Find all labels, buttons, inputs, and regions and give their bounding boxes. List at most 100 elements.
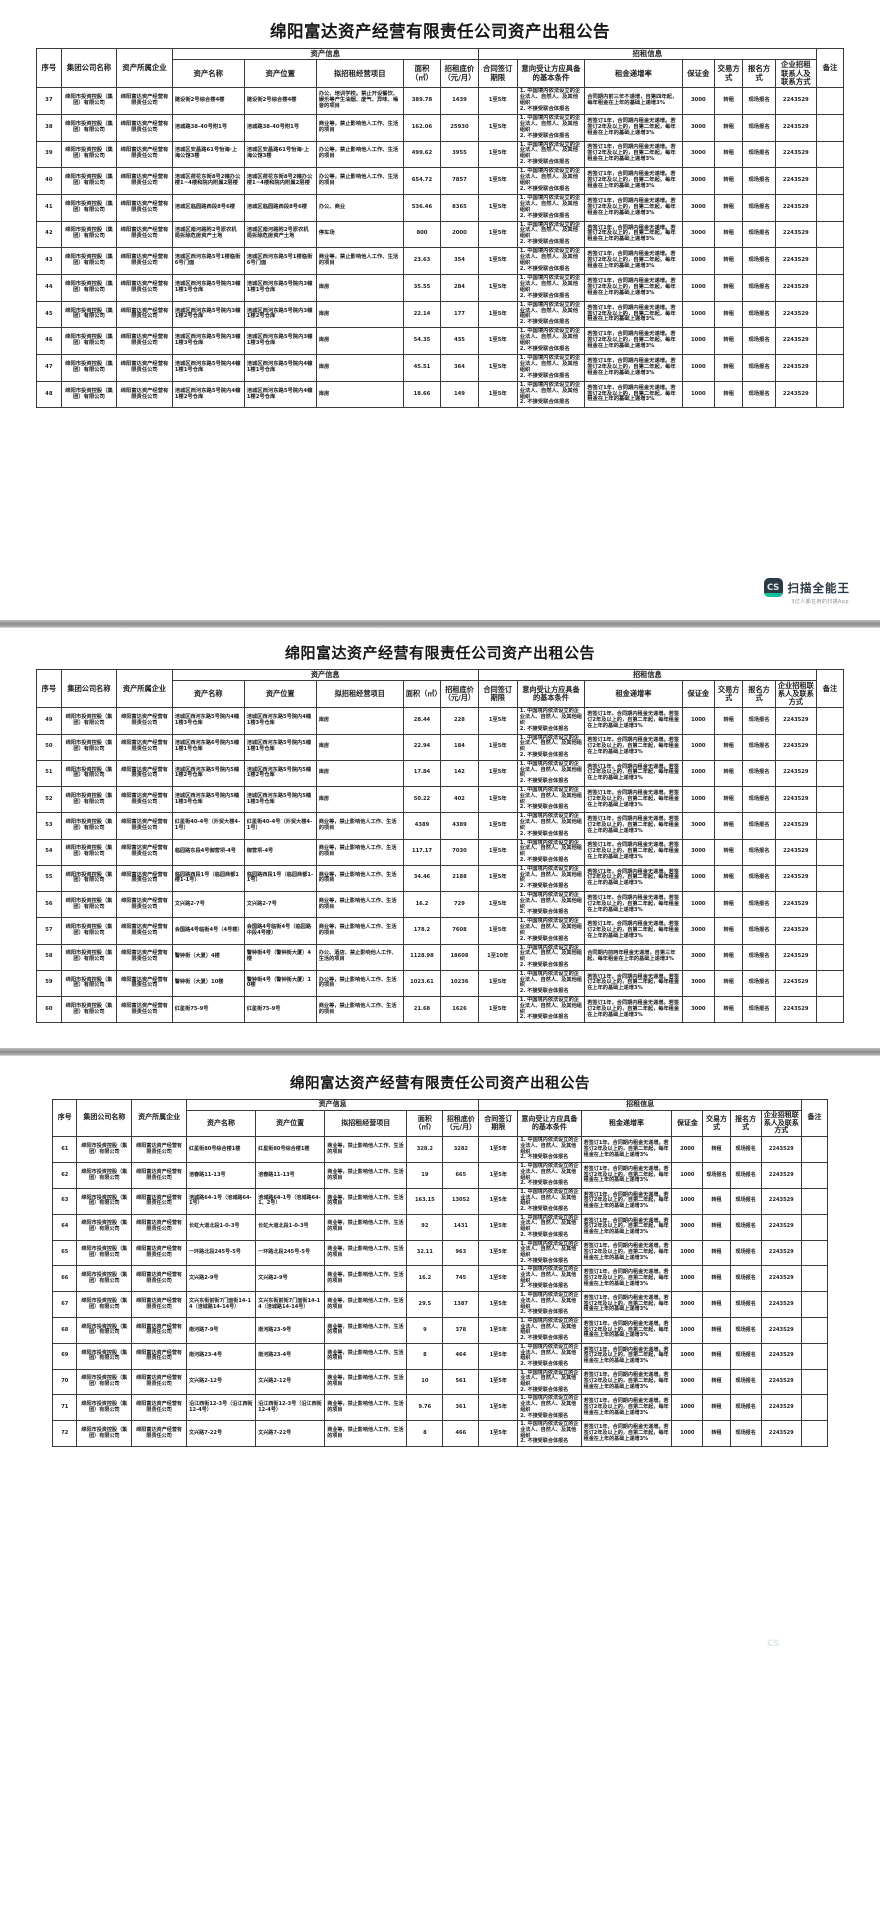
- table-row: 37 绵阳市投资控股（集团）有限公司 绵阳富达资产经营有限责任公司 建设街2号综合楼4…: [36, 87, 845, 115]
- watermark-subtitle: 3亿人都在用的扫描App: [791, 599, 849, 605]
- trade-mode-cell: 转租: [702, 1420, 731, 1448]
- contract-term-cell: 1至5年: [477, 380, 518, 409]
- deposit-cell: 3000: [681, 838, 715, 866]
- th-remark: 备注: [815, 47, 845, 89]
- contact-cell: 2243529: [760, 1239, 802, 1267]
- contract-term-cell: 1至5年: [477, 300, 518, 329]
- trade-mode-cell: 转租: [713, 785, 744, 814]
- scan-page-2: 绵阳富达资产经营有限责任公司资产出租公告 序号 集团公司名称 资产所属企业: [0, 628, 880, 1661]
- contract-term-cell: 1至5年: [477, 273, 518, 302]
- contact-cell: 2243529: [774, 87, 817, 115]
- trade-mode-cell: 转租: [713, 995, 744, 1024]
- th-group-asset-info: 资产信息: [185, 1099, 480, 1111]
- contract-term-cell: 1至5年: [477, 890, 518, 919]
- floor-price-cell: 228: [440, 707, 479, 735]
- area-cell: 18.66: [402, 380, 442, 409]
- contact-cell: 2243529: [774, 969, 817, 998]
- floor-price-cell: 2188: [440, 864, 479, 893]
- group-company-cell: 绵阳市投资控股（集团）有限公司: [76, 1265, 133, 1293]
- signup-mode-cell: 现场报名: [742, 785, 776, 814]
- deposit-cell: 1000: [681, 890, 715, 919]
- signup-mode-cell: 现场报名: [742, 300, 776, 329]
- transferee-conditions-cell: 1. 中国境内依法设立的企业法人、自然人、及其他组织 2. 不接受联合体报名: [516, 864, 586, 893]
- business-project-cell: 库房: [315, 327, 404, 355]
- th-seq: 序号: [51, 1098, 78, 1138]
- business-project-cell: 商业等，禁止影响他人工作、生活的项目: [324, 1213, 408, 1241]
- seq-cell: 68: [51, 1317, 78, 1344]
- th-floor-price: 招租底价（元/月）: [440, 680, 479, 709]
- transferee-conditions-cell: 1. 中国境内依法设立的企业法人、自然人、及其他组织 2. 不接受联合体报名: [516, 733, 586, 761]
- rent-growth-cell: 若签订1年，合同期内租金无递增。若签订2年及以上的，自第二年起，每年租金在上年的…: [580, 1291, 673, 1318]
- business-project-cell: 商业等，禁止影响他人工作、生活的项目: [315, 812, 404, 840]
- asset-location-cell: 涪城区安昌路61号怡海·上海公馆3楼: [243, 140, 317, 169]
- transferee-conditions-cell: 1. 中国境内依法设立的企业法人、自然人、及其他组织 2. 不接受联合体报名: [516, 890, 586, 919]
- deposit-cell: 1000: [671, 1368, 704, 1396]
- seq-cell: 47: [36, 354, 62, 382]
- rent-growth-cell: 若签订1年，合同期内租金无递增。若签订2年及以上的，自第二年起，每年租金在上年的…: [584, 995, 683, 1024]
- asset-name-cell: 红星街80号综合楼1楼: [185, 1136, 257, 1164]
- area-cell: 21.68: [402, 995, 442, 1024]
- table-row: 49 绵阳市投资控股（集团）有限公司 绵阳富达资产经营有限责任公司 涪城区西河东路5号…: [36, 707, 845, 735]
- contract-term-cell: 1至5年: [477, 995, 518, 1024]
- deposit-cell: 1000: [671, 1394, 704, 1422]
- rent-growth-cell: 若签订1年，合同期内租金无递增。若签订2年及以上的，自第二年起，每年租金在上年的…: [580, 1213, 673, 1241]
- owner-enterprise-cell: 绵阳富达资产经营有限责任公司: [116, 273, 173, 302]
- remark-cell: [815, 247, 845, 275]
- rent-growth-cell: 若签订1年，合同期内租金无递增。若签订2年及以上的，自第二年起，每年租金在上年的…: [580, 1265, 673, 1293]
- table-row: 40 绵阳市投资控股（集团）有限公司 绵阳富达资产经营有限责任公司 涪城区荷花东街8号…: [36, 167, 845, 195]
- table-row: 47 绵阳市投资控股（集团）有限公司 绵阳富达资产经营有限责任公司 涪城区西河东路5号…: [36, 354, 845, 382]
- asset-name-cell: 涪城路38-40号附1号: [171, 113, 245, 142]
- seq-cell: 58: [36, 943, 62, 971]
- signup-mode-cell: 现场报名: [729, 1239, 762, 1267]
- th-remark: 备注: [815, 668, 845, 709]
- seq-cell: 57: [36, 917, 62, 945]
- deposit-cell: 1000: [681, 300, 715, 329]
- contract-term-cell: 1至5年: [478, 1136, 519, 1164]
- contact-cell: 2243529: [774, 890, 817, 919]
- asset-location-cell: 涪城区西河东路5号1楼临街6号门面: [243, 247, 317, 275]
- asset-location-cell: 涪城区西河东路5号院内3幢1楼2号仓库: [243, 300, 317, 329]
- business-project-cell: 商业等，禁止影响他人工作、生活的项目: [315, 838, 404, 866]
- th-asset-name: 资产名称: [171, 680, 245, 709]
- signup-mode-cell: 现场报名: [729, 1420, 762, 1448]
- business-project-cell: 库房: [315, 733, 404, 761]
- table-row: 55 绵阳市投资控股（集团）有限公司 绵阳富达资产经营有限责任公司 临园路西段1号（临…: [36, 864, 845, 893]
- seq-cell: 42: [36, 220, 62, 249]
- contract-term-cell: 1至5年: [478, 1162, 519, 1189]
- asset-name-cell: 涪城区西河东路6号院内5幢1楼1号仓库: [171, 733, 245, 761]
- floor-price-cell: 10236: [440, 969, 479, 998]
- transferee-conditions-cell: 1. 中国境内依法设立的企业法人、自然人、及其他组织 2. 不接受联合体报名: [516, 969, 586, 998]
- owner-enterprise-cell: 绵阳富达资产经营有限责任公司: [131, 1239, 187, 1267]
- business-project-cell: 办公等，禁止影响他人工作、生活的项目: [315, 167, 404, 195]
- seq-cell: 51: [36, 759, 62, 788]
- contact-cell: 2243529: [774, 943, 817, 971]
- th-rent-growth: 租金递增率: [580, 1109, 673, 1138]
- trade-mode-cell: 转租: [702, 1342, 731, 1370]
- area-cell: 34.46: [402, 864, 442, 893]
- group-company-cell: 绵阳市投资控股（集团）有限公司: [60, 890, 118, 919]
- trade-mode-cell: 转租: [702, 1239, 731, 1267]
- th-group-company: 集团公司名称: [60, 47, 118, 89]
- asset-name-cell: 南河路23-4号: [185, 1342, 257, 1370]
- table-row: 38 绵阳市投资控股（集团）有限公司 绵阳富达资产经营有限责任公司 涪城路38-40号…: [36, 113, 845, 142]
- owner-enterprise-cell: 绵阳富达资产经营有限责任公司: [131, 1213, 187, 1241]
- table-row: 43 绵阳市投资控股（集团）有限公司 绵阳富达资产经营有限责任公司 涪城区西河东路5号…: [36, 247, 845, 275]
- table-row: 39 绵阳市投资控股（集团）有限公司 绵阳富达资产经营有限责任公司 涪城区安昌路61号…: [36, 140, 845, 169]
- signup-mode-cell: 现场报名: [742, 140, 776, 169]
- rent-growth-cell: 若签订1年，合同期内租金无递增。若签订2年及以上的，自第二年起，每年租金在上年的…: [584, 838, 683, 866]
- asset-location-cell: 涪城区荷花东街8号2幢办公楼1~4楼和院内附属2层楼: [243, 167, 317, 195]
- contact-cell: 2243529: [774, 917, 817, 945]
- group-company-cell: 绵阳市投资控股（集团）有限公司: [60, 785, 118, 814]
- contract-term-cell: 1至5年: [477, 140, 518, 169]
- business-project-cell: 商业等，禁止影响他人工作、生活的项目: [315, 890, 404, 919]
- seq-cell: 40: [36, 167, 62, 195]
- th-seq: 序号: [36, 668, 62, 709]
- owner-enterprise-cell: 绵阳富达资产经营有限责任公司: [116, 300, 173, 329]
- contract-term-cell: 1至5年: [478, 1420, 519, 1448]
- table-row: 60 绵阳市投资控股（集团）有限公司 绵阳富达资产经营有限责任公司 红星街75-9号红…: [36, 995, 845, 1024]
- owner-enterprise-cell: 绵阳富达资产经营有限责任公司: [131, 1136, 187, 1164]
- owner-enterprise-cell: 绵阳富达资产经营有限责任公司: [116, 917, 173, 945]
- deposit-cell: 1000: [681, 327, 715, 355]
- business-project-cell: 商业等，禁止影响他人工作、生活的项目: [315, 113, 404, 142]
- contact-cell: 2243529: [760, 1317, 802, 1344]
